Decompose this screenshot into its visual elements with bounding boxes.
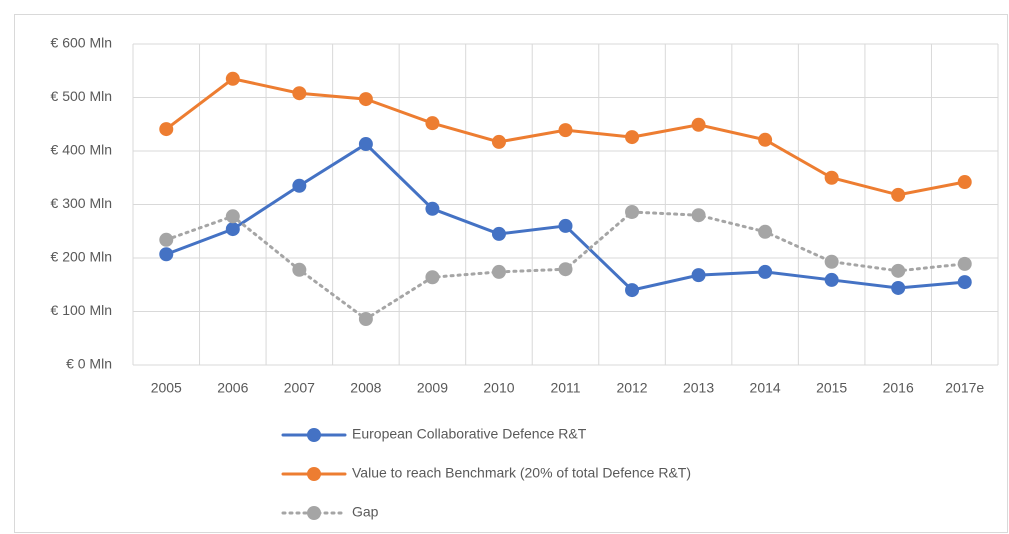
point (225, 222, 240, 237)
x-tick-label: 2008 (350, 380, 381, 396)
x-tick-label: 2006 (217, 380, 248, 396)
point (425, 201, 440, 216)
y-tick-label: € 300 Mln (51, 195, 112, 211)
y-tick-label: € 400 Mln (51, 142, 112, 158)
point (491, 264, 506, 279)
point (625, 130, 640, 145)
point (758, 224, 773, 239)
point (625, 283, 640, 298)
point (691, 208, 706, 223)
point (891, 280, 906, 295)
point (558, 123, 573, 138)
point (292, 86, 307, 101)
point (292, 178, 307, 193)
x-tick-label: 2013 (683, 380, 714, 396)
point (758, 264, 773, 279)
y-tick-label: € 100 Mln (51, 302, 112, 318)
point (358, 92, 373, 107)
point (824, 254, 839, 269)
point (691, 268, 706, 283)
point (159, 247, 174, 262)
point (758, 132, 773, 147)
point (425, 270, 440, 285)
point (358, 137, 373, 152)
legend-label: European Collaborative Defence R&T (352, 426, 587, 442)
point (824, 272, 839, 287)
point (691, 117, 706, 132)
y-tick-label: € 200 Mln (51, 249, 112, 265)
point (225, 209, 240, 224)
point (558, 218, 573, 233)
point (159, 122, 174, 137)
point (558, 262, 573, 277)
point (358, 311, 373, 326)
legend-label: Value to reach Benchmark (20% of total D… (352, 465, 691, 481)
x-tick-label: 2014 (750, 380, 781, 396)
legend-marker (307, 506, 321, 520)
legend-marker (307, 428, 321, 442)
point (957, 175, 972, 190)
point (491, 134, 506, 149)
legend-marker (307, 467, 321, 481)
x-tick-label: 2009 (417, 380, 448, 396)
x-tick-label: 2016 (883, 380, 914, 396)
x-tick-label: 2005 (151, 380, 182, 396)
point (491, 226, 506, 241)
x-tick-label: 2010 (483, 380, 514, 396)
x-tick-label: 2017e (945, 380, 984, 396)
point (891, 187, 906, 202)
point (957, 256, 972, 271)
y-tick-label: € 500 Mln (51, 88, 112, 104)
legend-label: Gap (352, 504, 379, 520)
x-tick-label: 2011 (550, 380, 580, 396)
point (159, 232, 174, 247)
point (625, 204, 640, 219)
point (292, 262, 307, 277)
x-tick-label: 2012 (616, 380, 647, 396)
point (957, 275, 972, 290)
x-tick-label: 2007 (284, 380, 315, 396)
y-tick-label: € 0 Mln (66, 356, 112, 372)
y-tick-label: € 600 Mln (51, 35, 112, 51)
point (891, 263, 906, 278)
point (225, 71, 240, 86)
chart-frame (14, 14, 1008, 533)
x-tick-label: 2015 (816, 380, 847, 396)
point (425, 116, 440, 131)
point (824, 170, 839, 185)
